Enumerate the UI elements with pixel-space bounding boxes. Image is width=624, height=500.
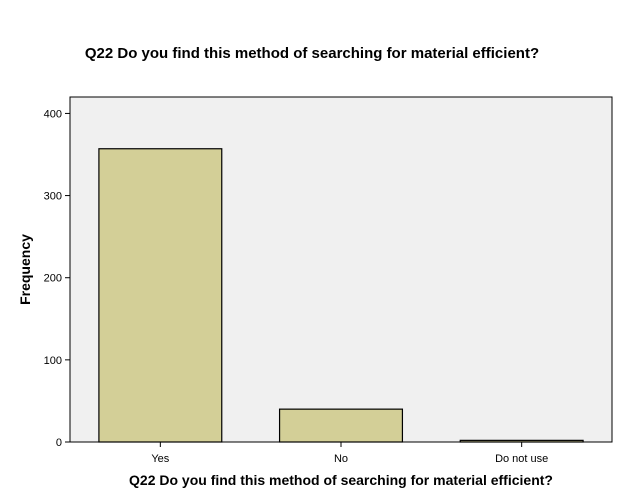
y-tick-label: 100 — [44, 355, 62, 367]
y-tick-label: 300 — [44, 191, 62, 203]
bar-do-not-use — [459, 439, 584, 443]
bar-yes — [98, 148, 223, 443]
y-tick-label: 200 — [44, 273, 62, 285]
y-axis: 0 100 200 300 400 — [44, 108, 70, 449]
x-tick-label: Do not use — [495, 453, 548, 465]
y-axis-title: Frequency — [17, 234, 33, 305]
y-tick-label: 0 — [56, 437, 62, 449]
x-axis: Yes No Do not use — [151, 442, 548, 465]
chart-title: Q22 Do you find this method of searching… — [84, 45, 540, 62]
x-axis-title: Q22 Do you find this method of searching… — [129, 472, 553, 488]
bars-layer — [98, 148, 584, 443]
x-tick-label: No — [334, 453, 348, 465]
x-tick-label: Yes — [151, 453, 169, 465]
bar-no — [278, 408, 404, 443]
y-tick-label: 400 — [44, 108, 62, 120]
